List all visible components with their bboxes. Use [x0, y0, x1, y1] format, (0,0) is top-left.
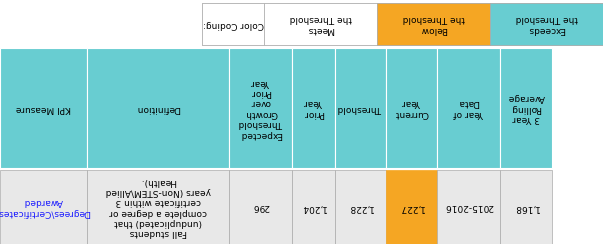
Text: 1,228: 1,228: [347, 203, 373, 212]
Text: Year of
Data: Year of Data: [453, 98, 484, 118]
Text: 296: 296: [252, 203, 270, 212]
Bar: [292, 48, 335, 168]
Text: Current
Year: Current Year: [394, 98, 429, 118]
Text: Meets
the Threshold: Meets the Threshold: [289, 14, 352, 34]
Bar: [386, 48, 437, 168]
Bar: [0, 170, 87, 244]
Text: 3 Year
Rolling
Average: 3 Year Rolling Average: [508, 93, 545, 123]
Bar: [386, 170, 437, 244]
Text: Exceeds
the Threshold: Exceeds the Threshold: [516, 14, 578, 34]
Bar: [335, 170, 386, 244]
Text: 1,227: 1,227: [399, 203, 425, 212]
Bar: [500, 170, 552, 244]
Bar: [202, 3, 603, 45]
Bar: [229, 170, 292, 244]
Text: KPI Measure: KPI Measure: [16, 103, 71, 112]
Text: 1,168: 1,168: [513, 203, 539, 212]
Bar: [437, 48, 500, 168]
Bar: [377, 3, 490, 45]
Bar: [264, 3, 377, 45]
Text: Color Coding:: Color Coding:: [203, 20, 264, 29]
Bar: [490, 3, 603, 45]
Text: Threshold: Threshold: [338, 103, 382, 112]
Bar: [202, 3, 264, 45]
Text: 2015-2016: 2015-2016: [444, 203, 493, 212]
Text: Degrees\Certificates
Awarded: Degrees\Certificates Awarded: [0, 197, 90, 217]
Bar: [87, 170, 229, 244]
Bar: [500, 48, 552, 168]
Bar: [0, 48, 87, 168]
Bar: [229, 48, 292, 168]
Text: Definition: Definition: [136, 103, 180, 112]
Text: Below
the Threshold: Below the Threshold: [402, 14, 465, 34]
Text: 1,204: 1,204: [301, 203, 326, 212]
Text: Expected
Threshold
Growth
over
Prior
Year: Expected Threshold Growth over Prior Yea…: [239, 78, 283, 139]
Bar: [335, 48, 386, 168]
Text: Fall students
(unduplicated) that
complete a degree or
certificate within 3
year: Fall students (unduplicated) that comple…: [106, 176, 211, 237]
Text: Prior
Year: Prior Year: [303, 98, 324, 118]
Bar: [437, 170, 500, 244]
Bar: [292, 170, 335, 244]
Bar: [87, 48, 229, 168]
